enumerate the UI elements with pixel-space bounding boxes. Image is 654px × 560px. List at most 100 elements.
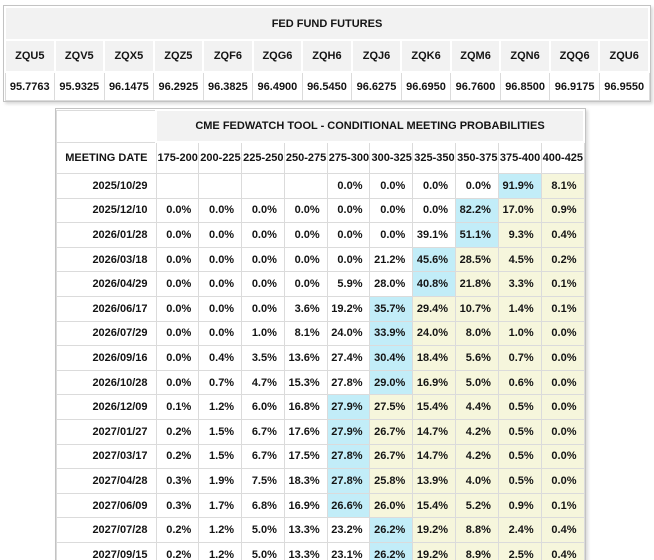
probability-cell: 0.0% bbox=[155, 246, 200, 273]
rate-bin-header: 375-400 bbox=[497, 141, 542, 174]
futures-price: 96.9550 bbox=[598, 71, 650, 101]
meeting-row: 2026/01/28 0.0% 0.0% 0.0% 0.0% 0.0% 0.0% 39.1% 5… bbox=[56, 222, 585, 248]
probability-cell: 0.2% bbox=[155, 418, 200, 445]
probability-cell: 29.4% bbox=[412, 295, 457, 322]
probability-cell: 5.2% bbox=[455, 492, 499, 519]
probability-cell: 35.7% bbox=[369, 295, 414, 322]
meeting-row: 2027/01/27 0.2% 1.5% 6.7% 17.6% 27.9% 26.7% 14.… bbox=[56, 418, 585, 445]
futures-symbol: ZQU6 bbox=[598, 39, 650, 73]
probability-cell bbox=[283, 173, 328, 199]
probability-cell: 26.2% bbox=[369, 517, 414, 543]
probability-cell: 0.0% bbox=[455, 173, 499, 199]
meeting-row: 2025/12/10 0.0% 0.0% 0.0% 0.0% 0.0% 0.0% 0.0% 82… bbox=[56, 197, 585, 224]
probability-cell: 4.7% bbox=[241, 369, 285, 396]
meeting-date-cell: 2027/06/09 bbox=[56, 492, 157, 519]
probability-cell: 0.0% bbox=[326, 197, 371, 224]
meeting-date-header: MEETING DATE bbox=[56, 141, 157, 174]
probability-cell: 6.7% bbox=[241, 443, 285, 470]
probability-cell: 0.0% bbox=[283, 271, 328, 297]
meeting-date-cell: 2027/09/15 bbox=[56, 541, 157, 560]
probability-cell: 5.0% bbox=[241, 541, 285, 560]
probability-cell: 13.3% bbox=[283, 517, 328, 543]
probability-cell: 27.8% bbox=[326, 443, 371, 470]
futures-price: 96.9175 bbox=[549, 71, 600, 101]
futures-price: 95.9325 bbox=[54, 71, 105, 101]
probability-cell: 0.0% bbox=[540, 418, 585, 445]
probability-cell: 0.0% bbox=[369, 222, 414, 248]
probability-cell: 8.0% bbox=[455, 320, 499, 347]
fedwatch-probabilities-table: CME FEDWATCH TOOL - CONDITIONAL MEETING … bbox=[56, 109, 585, 560]
meeting-date-cell: 2027/07/28 bbox=[56, 517, 157, 543]
meeting-row: 2026/10/28 0.0% 0.7% 4.7% 15.3% 27.8% 29.0% 16.… bbox=[56, 369, 585, 396]
probability-cell: 1.0% bbox=[241, 320, 285, 347]
probability-cell: 24.0% bbox=[326, 320, 371, 347]
probability-cell: 0.0% bbox=[241, 197, 285, 224]
probability-cell: 23.1% bbox=[326, 541, 371, 560]
rate-bin-header: 325-350 bbox=[412, 141, 457, 174]
probability-cell: 16.8% bbox=[283, 394, 328, 420]
probability-cell: 0.0% bbox=[412, 173, 457, 199]
probability-cell bbox=[155, 173, 200, 199]
probability-cell: 0.1% bbox=[540, 492, 585, 519]
probability-cell: 0.5% bbox=[497, 468, 542, 494]
probability-cell: 28.5% bbox=[455, 246, 499, 273]
probability-cell: 0.6% bbox=[497, 369, 542, 396]
probability-cell: 91.9% bbox=[497, 173, 542, 199]
probability-cell: 13.6% bbox=[283, 345, 328, 371]
meeting-row: 2027/06/09 0.3% 1.7% 6.8% 16.9% 26.6% 26.0% 15.… bbox=[56, 492, 585, 519]
probability-cell: 21.2% bbox=[369, 246, 414, 273]
futures-price: 96.6950 bbox=[400, 71, 452, 101]
probability-cell: 0.0% bbox=[241, 295, 285, 322]
probability-cell: 21.8% bbox=[455, 271, 499, 297]
probability-cell: 5.0% bbox=[241, 517, 285, 543]
probability-cell: 0.5% bbox=[497, 394, 542, 420]
probability-cell: 0.0% bbox=[155, 369, 200, 396]
probability-cell: 40.8% bbox=[412, 271, 457, 297]
probability-cell: 27.4% bbox=[326, 345, 371, 371]
probability-cell: 2.4% bbox=[497, 517, 542, 543]
fed-fund-futures-panel: FED FUND FUTURES ZQU5 ZQV5 ZQX5 ZQZ5 ZQF6 ZQG… bbox=[3, 5, 651, 102]
meeting-date-cell: 2025/12/10 bbox=[56, 197, 157, 224]
probability-cell: 1.2% bbox=[198, 517, 243, 543]
probability-cell: 0.0% bbox=[155, 271, 200, 297]
futures-title-row: FED FUND FUTURES bbox=[4, 6, 650, 41]
probability-cell: 0.3% bbox=[155, 468, 200, 494]
probability-cell: 0.0% bbox=[540, 443, 585, 470]
probability-cell: 0.9% bbox=[497, 492, 542, 519]
meeting-date-cell: 2026/10/28 bbox=[56, 369, 157, 396]
futures-symbol: ZQJ6 bbox=[350, 39, 403, 73]
probability-cell: 4.2% bbox=[455, 443, 499, 470]
probability-cell: 26.0% bbox=[369, 492, 414, 519]
probability-cell: 27.8% bbox=[326, 369, 371, 396]
probability-cell: 8.1% bbox=[540, 173, 585, 199]
futures-symbol: ZQZ5 bbox=[152, 39, 205, 73]
fedwatch-title: CME FEDWATCH TOOL - CONDITIONAL MEETING … bbox=[155, 109, 585, 143]
probability-cell: 29.0% bbox=[369, 369, 414, 396]
probability-cell: 4.2% bbox=[455, 418, 499, 445]
meeting-date-cell: 2026/01/28 bbox=[56, 222, 157, 248]
fedwatch-panel: CME FEDWATCH TOOL - CONDITIONAL MEETING … bbox=[55, 108, 586, 560]
probability-cell: 0.0% bbox=[241, 271, 285, 297]
probability-cell: 27.8% bbox=[326, 468, 371, 494]
futures-symbol: ZQN6 bbox=[499, 39, 551, 73]
futures-symbol-row: ZQU5 ZQV5 ZQX5 ZQZ5 ZQF6 ZQG6 ZQH6 ZQJ6 ZQK6 ZQM6… bbox=[4, 39, 650, 73]
probability-cell: 9.3% bbox=[497, 222, 542, 248]
probability-cell: 4.5% bbox=[497, 246, 542, 273]
meeting-date-cell: 2027/04/28 bbox=[56, 468, 157, 494]
probability-cell: 0.0% bbox=[540, 345, 585, 371]
rate-bin-header: 225-250 bbox=[241, 141, 285, 174]
probability-cell: 0.2% bbox=[540, 246, 585, 273]
probability-cell: 7.5% bbox=[241, 468, 285, 494]
probability-cell bbox=[241, 173, 285, 199]
probability-cell: 82.2% bbox=[455, 197, 499, 224]
probability-cell: 23.2% bbox=[326, 517, 371, 543]
probability-cell: 0.2% bbox=[155, 517, 200, 543]
probability-cell: 1.5% bbox=[198, 443, 243, 470]
futures-symbol: ZQX5 bbox=[103, 39, 155, 73]
futures-price: 96.4900 bbox=[252, 71, 303, 101]
meeting-row: 2025/10/29 0.0% 0.0% 0.0% 0.0% 91.9% 8.1% bbox=[56, 173, 585, 199]
probability-cell: 0.0% bbox=[155, 222, 200, 248]
probability-cell: 0.0% bbox=[198, 320, 243, 347]
probability-cell: 4.0% bbox=[455, 468, 499, 494]
meeting-date-cell: 2026/03/18 bbox=[56, 246, 157, 273]
